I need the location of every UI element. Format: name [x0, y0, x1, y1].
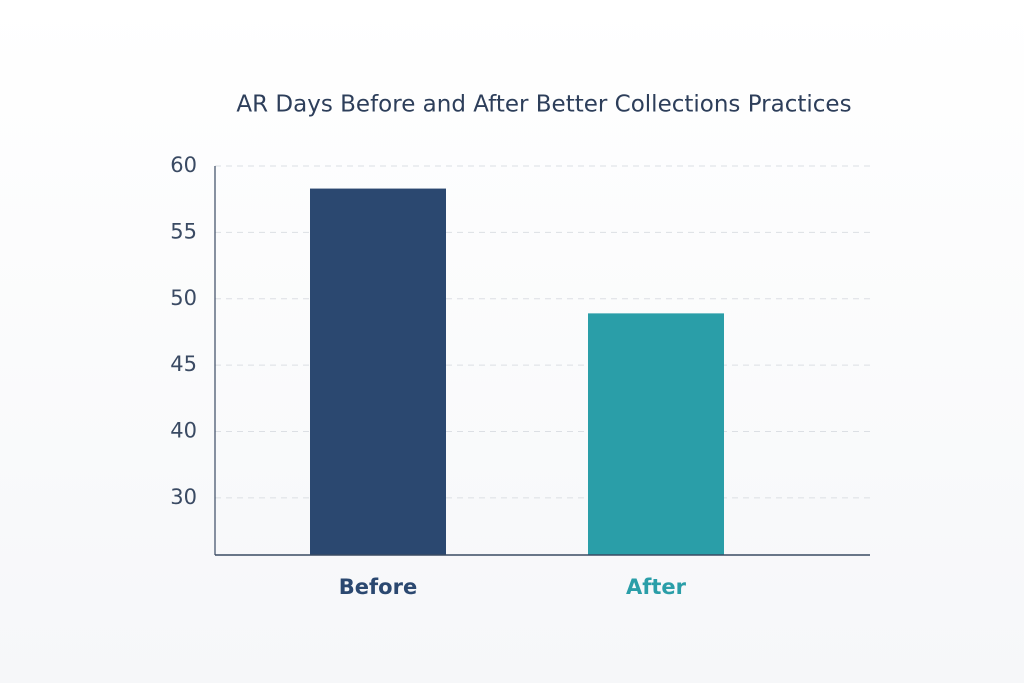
y-tick-label: 60 — [170, 153, 197, 177]
bar — [588, 313, 724, 555]
chart-title: AR Days Before and After Better Collecti… — [236, 92, 851, 118]
y-tick-label: 30 — [170, 485, 197, 509]
y-tick-label: 40 — [170, 419, 197, 443]
x-tick-label: After — [626, 575, 687, 599]
y-tick-label: 45 — [170, 352, 197, 376]
y-tick-label: 55 — [170, 219, 197, 243]
x-tick-label: Before — [339, 575, 417, 599]
y-tick-label: 50 — [170, 286, 197, 310]
bar — [310, 188, 446, 556]
